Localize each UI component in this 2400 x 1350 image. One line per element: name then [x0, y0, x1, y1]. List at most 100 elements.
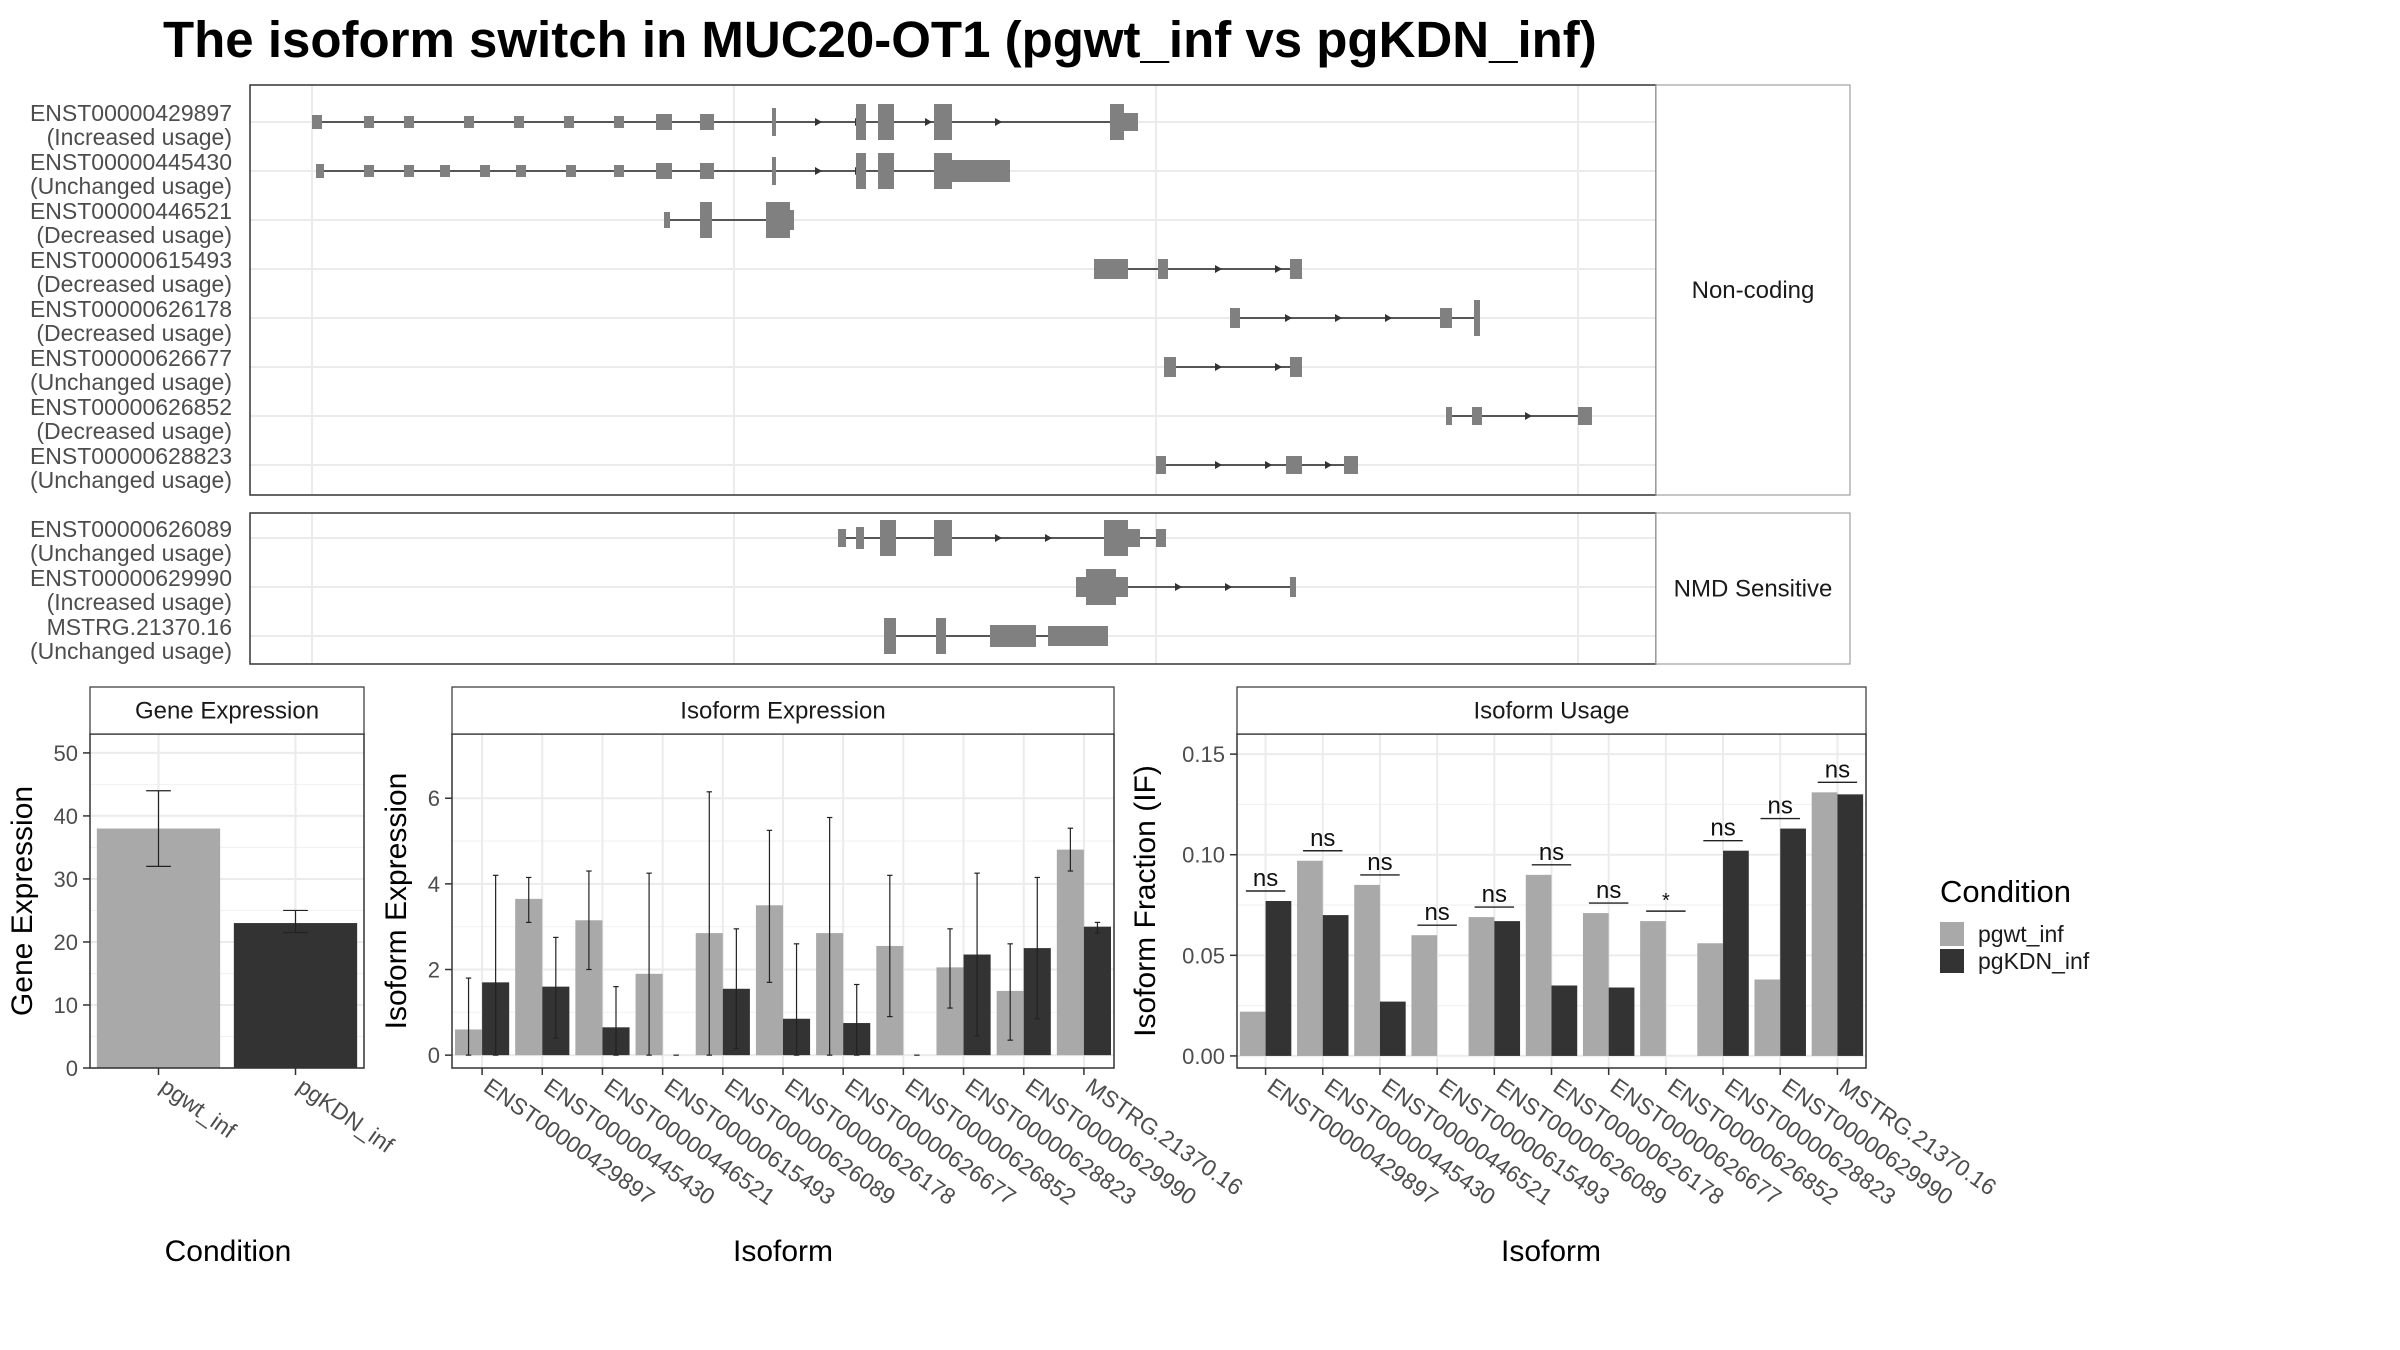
exon-block	[656, 114, 672, 130]
isoform-usage-label: (Decreased usage)	[36, 271, 232, 297]
isoform-id-label: ENST00000628823	[30, 443, 232, 469]
isoform-id-label: ENST00000626852	[30, 394, 232, 420]
y-tick-label: 50	[54, 741, 78, 766]
exon-block	[1286, 456, 1302, 474]
exon-block	[1110, 104, 1124, 140]
y-tick-label: 30	[54, 867, 78, 892]
isoform-id-label: ENST00000615493	[30, 247, 232, 273]
strand-arrow	[1385, 314, 1392, 322]
isoform-id-label: ENST00000626677	[30, 345, 232, 371]
exon-block	[1094, 259, 1128, 279]
legend-swatch	[1940, 922, 1964, 946]
isoform-usage-label: (Increased usage)	[47, 589, 232, 615]
y-tick-label: 0	[66, 1056, 78, 1081]
exon-block	[934, 104, 952, 140]
y-tick-label: 6	[428, 786, 440, 811]
isoform-id-label: ENST00000626178	[30, 296, 232, 322]
strand-arrow	[1275, 363, 1282, 371]
significance-label: ns	[1710, 815, 1735, 842]
bar	[1754, 979, 1781, 1056]
y-tick-label: 10	[54, 993, 78, 1018]
isoform-id-label: MSTRG.21370.16	[47, 614, 232, 640]
bar	[1608, 987, 1635, 1056]
exon-block	[312, 115, 322, 129]
y-tick-label: 0.10	[1182, 843, 1225, 868]
exon-block	[464, 116, 474, 128]
exon-block	[364, 116, 374, 128]
exon-block	[838, 529, 846, 547]
exon-block	[316, 164, 324, 178]
exon-block	[514, 116, 524, 128]
bar	[1056, 849, 1084, 1056]
exon-block	[1156, 456, 1166, 474]
legend-title: Condition	[1940, 874, 2071, 909]
exon-block	[1124, 113, 1138, 131]
strand-arrow	[815, 118, 822, 126]
exon-block	[1446, 407, 1452, 425]
isoform-usage-label: (Unchanged usage)	[30, 369, 232, 395]
exon-block	[566, 165, 576, 177]
strand-arrow	[1175, 583, 1182, 591]
isoform-usage-label: (Decreased usage)	[36, 222, 232, 248]
significance-label: ns	[1825, 756, 1850, 783]
strand-arrow	[1285, 314, 1292, 322]
exon-block	[364, 165, 374, 177]
exon-block	[1290, 259, 1302, 279]
panel-background	[250, 85, 1656, 495]
bar	[96, 828, 221, 1068]
facet-strip	[451, 686, 1115, 735]
bar	[1265, 901, 1292, 1056]
exon-block	[480, 165, 490, 177]
exon-block	[1290, 577, 1296, 597]
isoform-structure	[664, 202, 794, 238]
isoform-id-label: ENST00000429897	[30, 100, 232, 126]
bar	[515, 898, 543, 1056]
legend-item-label: pgwt_inf	[1978, 921, 2064, 947]
exon-block	[884, 618, 896, 654]
isoform-id-label: ENST00000446521	[30, 198, 232, 224]
bar	[1411, 935, 1438, 1056]
bar	[1640, 921, 1666, 1056]
exon-block	[1474, 300, 1480, 336]
isoform-structure	[1094, 259, 1302, 279]
strand-arrow	[1325, 461, 1332, 469]
exon-block	[772, 157, 776, 185]
exon-block	[664, 212, 670, 228]
bar	[1494, 921, 1521, 1056]
bar	[1525, 874, 1552, 1056]
facet-strip-label: Isoform Expression	[680, 698, 885, 725]
significance-label: ns	[1768, 793, 1793, 820]
exon-block	[934, 520, 952, 556]
strand-arrow	[1215, 265, 1222, 273]
isoform-structure	[838, 520, 1166, 556]
bar	[1239, 1011, 1266, 1056]
strand-arrow	[1265, 461, 1272, 469]
significance-label: ns	[1482, 881, 1507, 908]
exon-block	[1086, 569, 1116, 605]
exon-block	[614, 116, 624, 128]
exon-block	[564, 116, 574, 128]
exon-block	[856, 153, 866, 189]
exon-block	[1076, 577, 1086, 597]
exon-block	[934, 153, 952, 189]
y-tick-label: 20	[54, 930, 78, 955]
exon-block	[700, 163, 714, 179]
bar	[1551, 985, 1578, 1056]
exon-block	[404, 165, 414, 177]
bar	[1322, 915, 1349, 1056]
facet-strip	[1655, 84, 1851, 496]
significance-label: *	[1662, 890, 1670, 912]
strand-arrow	[815, 167, 822, 175]
bar	[1297, 860, 1323, 1056]
x-axis-title: Isoform	[1501, 1235, 1601, 1268]
isoform-usage-label: (Increased usage)	[47, 124, 232, 150]
y-axis-title: Gene Expression	[6, 786, 39, 1016]
significance-label: ns	[1539, 839, 1564, 866]
strand-arrow	[995, 534, 1002, 542]
strand-arrow	[925, 118, 932, 126]
facet-strip-label: Isoform Usage	[1473, 698, 1629, 725]
exon-block	[440, 165, 450, 177]
